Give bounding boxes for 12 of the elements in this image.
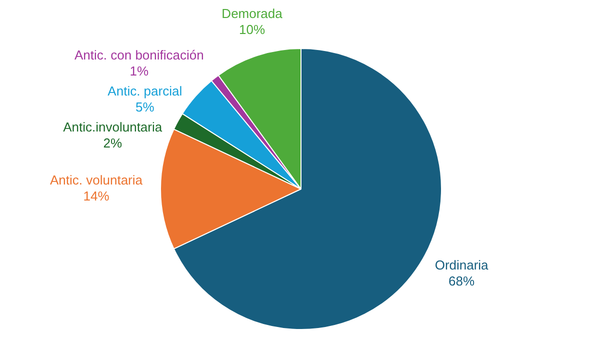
data-label: 14% xyxy=(83,188,110,204)
slice-label: Demorada xyxy=(222,6,284,21)
slice-label: Antic.involuntaria xyxy=(63,119,163,134)
data-label: 10% xyxy=(239,22,266,37)
data-label: 2% xyxy=(103,135,122,150)
slice-label: Ordinaria xyxy=(434,258,490,273)
data-label: 5% xyxy=(136,99,155,114)
slice-label: Antic. con bonificación xyxy=(74,47,204,62)
slice-label: Antic. voluntaria xyxy=(50,172,144,188)
data-label: 68% xyxy=(448,274,476,289)
data-label: 1% xyxy=(130,63,150,78)
slice-label: Antic. parcial xyxy=(108,83,182,98)
